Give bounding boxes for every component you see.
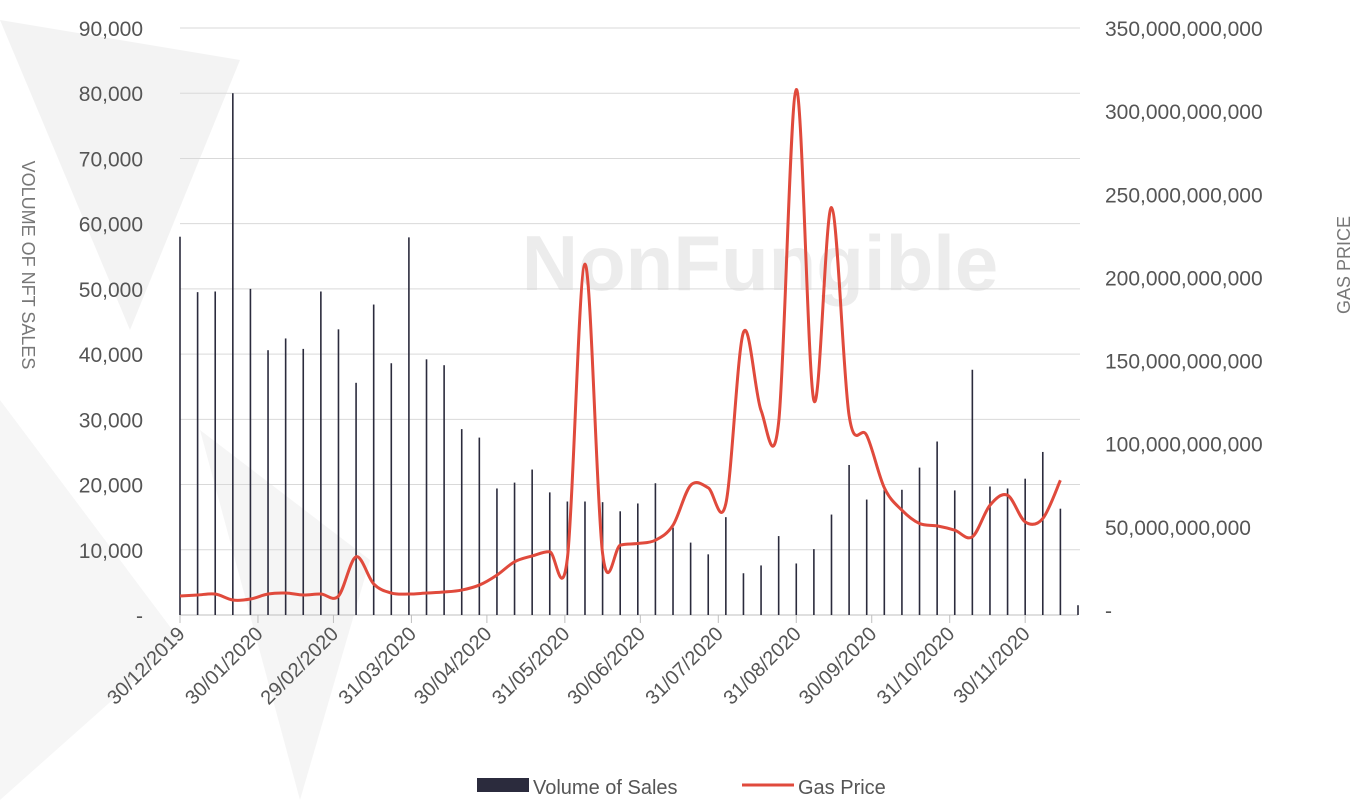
bar <box>408 237 410 615</box>
bar <box>883 487 886 615</box>
legend-label: Gas Price <box>798 777 886 799</box>
y-axis-title: VOLUME OF NFT SALES <box>18 161 38 370</box>
x-tick-label: 31/07/2020 <box>641 623 727 709</box>
bar <box>249 288 252 615</box>
bar <box>267 350 269 615</box>
y-tick-label: 20,000 <box>79 475 143 498</box>
bar <box>760 565 762 615</box>
bar <box>742 573 745 615</box>
bar <box>478 437 481 615</box>
bar <box>953 490 956 615</box>
y2-tick-label: - <box>1105 600 1112 623</box>
x-tick-label: 31/05/2020 <box>488 623 574 709</box>
y-tick-label: 80,000 <box>79 83 143 106</box>
legend-swatch <box>477 778 529 792</box>
x-tick-label: 31/08/2020 <box>719 623 805 709</box>
bar <box>795 563 798 615</box>
bar <box>830 514 833 615</box>
y-tick-label: 30,000 <box>79 409 143 432</box>
y2-tick-label: 250,000,000,000 <box>1105 184 1263 207</box>
bar <box>848 464 850 615</box>
bg-triangle <box>0 400 180 800</box>
bar <box>813 549 815 615</box>
y-tick-label: 40,000 <box>79 344 143 367</box>
bar <box>689 542 692 615</box>
x-tick-label: 30/04/2020 <box>410 623 496 709</box>
y-tick-label: 60,000 <box>79 214 143 237</box>
bar <box>725 517 727 615</box>
y2-tick-label: 350,000,000,000 <box>1105 18 1263 41</box>
background-shapes <box>0 20 370 800</box>
bar <box>179 236 181 615</box>
bar <box>707 554 710 615</box>
bar <box>865 499 868 615</box>
y2-axis-title: GAS PRICE <box>1334 216 1354 314</box>
y2-tick-label: 300,000,000,000 <box>1105 101 1263 124</box>
bar <box>355 382 357 615</box>
y2-tick-label: 200,000,000,000 <box>1105 267 1263 290</box>
bar <box>989 486 991 615</box>
y2-tick-label: 50,000,000,000 <box>1105 517 1251 540</box>
bar <box>214 291 217 615</box>
bar <box>777 536 780 615</box>
x-tick-label: 30/09/2020 <box>795 623 881 709</box>
x-tick-label: 30/01/2020 <box>181 623 267 709</box>
bar <box>496 488 498 615</box>
bar <box>584 501 586 615</box>
bar <box>971 369 974 615</box>
watermark: NonFungible <box>522 219 999 307</box>
y-tick-label: - <box>136 605 143 628</box>
bg-triangle <box>0 20 240 330</box>
bar <box>654 483 657 615</box>
bar <box>1077 605 1079 615</box>
bar <box>918 467 921 615</box>
bar <box>425 359 428 615</box>
bar <box>1041 451 1044 615</box>
bar <box>443 365 445 615</box>
bar <box>513 482 516 615</box>
legend: Volume of Sales Gas Price <box>477 777 886 799</box>
bar <box>1059 508 1062 615</box>
bar <box>284 338 287 615</box>
bar <box>460 429 463 615</box>
legend-label: Volume of Sales <box>533 777 678 799</box>
line <box>179 88 1062 602</box>
bar <box>637 503 639 615</box>
bar <box>196 292 199 615</box>
y-tick-label: 70,000 <box>79 148 143 171</box>
bar <box>531 469 533 615</box>
bar <box>372 304 375 615</box>
bar <box>901 489 903 615</box>
bar <box>320 291 322 615</box>
x-tick-label: 30/06/2020 <box>564 623 650 709</box>
bar <box>619 511 621 615</box>
x-tick-label: 31/10/2020 <box>873 623 959 709</box>
y-tick-label: 50,000 <box>79 279 143 302</box>
x-tick-label: 30/11/2020 <box>949 623 1034 708</box>
y2-tick-label: 100,000,000,000 <box>1105 434 1263 457</box>
bar <box>232 93 234 615</box>
bar <box>302 348 305 615</box>
bar <box>936 441 938 615</box>
y-tick-label: 90,000 <box>79 18 143 41</box>
bar <box>1006 488 1009 615</box>
bar <box>548 492 551 615</box>
bar <box>390 363 393 615</box>
bar <box>1024 478 1026 615</box>
y-tick-label: 10,000 <box>79 540 143 563</box>
bar <box>672 527 674 615</box>
bar <box>337 329 340 615</box>
y2-tick-label: 150,000,000,000 <box>1105 351 1263 374</box>
